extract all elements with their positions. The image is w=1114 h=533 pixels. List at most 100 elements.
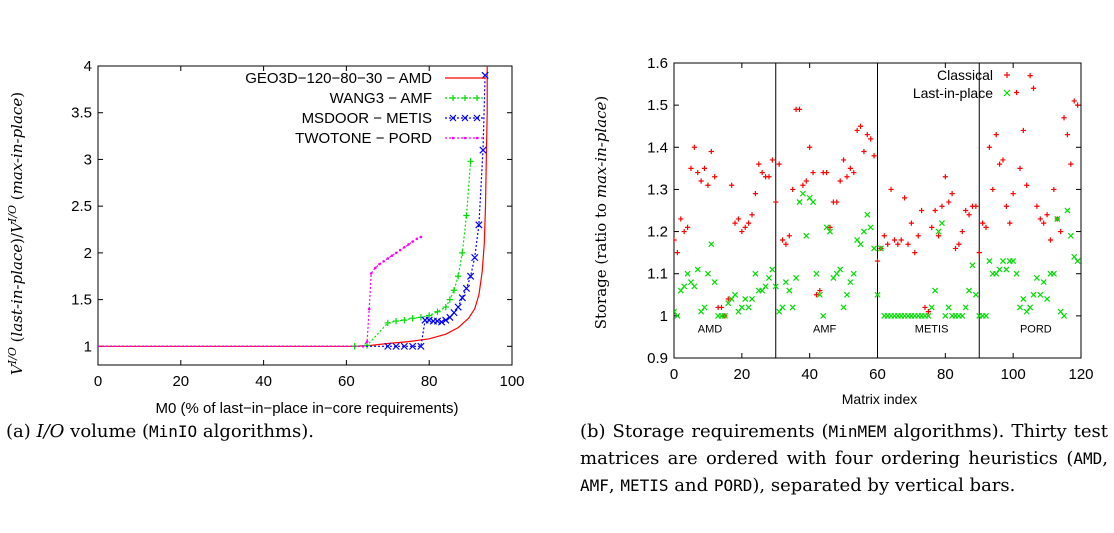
chart-b-data-point	[962, 304, 969, 311]
chart-b-data-point	[956, 241, 962, 247]
chart-b-data-point	[813, 270, 820, 277]
chart-b-data-point	[684, 224, 691, 230]
chart-b-data-point	[1003, 203, 1009, 209]
caption-b-tag: (b) Storage requirements (	[580, 421, 829, 442]
chart-b-data-point	[1000, 157, 1006, 163]
chart-a-data-point	[384, 319, 391, 327]
chart-b-y-axis-label-part: )	[592, 96, 610, 102]
caption-b-sep1: ,	[1102, 448, 1108, 469]
chart-b-data-point	[742, 224, 748, 230]
chart-a-y-axis-label-part: (	[8, 337, 26, 348]
chart-b-x-tick-label: 40	[801, 366, 818, 383]
chart-b-data-point	[752, 191, 758, 197]
chart-b-x-axis-label: Matrix index	[842, 391, 917, 407]
chart-b-data-point	[928, 304, 935, 311]
chart-b-data-point	[932, 287, 939, 294]
chart-b-x-tick-label: 0	[670, 366, 678, 383]
chart-a-y-tick-label: 1.5	[71, 292, 92, 309]
chart-b-data-point	[857, 123, 864, 129]
chart-b-data-point	[939, 203, 945, 209]
chart-b-data-point	[843, 291, 850, 298]
chart-b-data-point	[1030, 85, 1037, 91]
chart-b-group-label: AMD	[698, 324, 723, 336]
chart-a-x-tick-label: 20	[172, 373, 189, 390]
chart-b-data-point	[776, 161, 782, 167]
chart-b-data-point	[698, 178, 704, 184]
chart-b-data-point	[1013, 89, 1020, 96]
chart-b-data-point	[721, 312, 728, 319]
chart-b-data-point	[725, 296, 731, 302]
chart-b-group-label: METIS	[915, 324, 949, 336]
chart-b-data-point	[840, 157, 847, 163]
chart-b-x-tick-label: 120	[1068, 366, 1093, 383]
chart-b-data-point	[925, 312, 932, 319]
chart-b-group-label: PORD	[1020, 324, 1052, 336]
chart-b-data-point	[735, 216, 742, 222]
chart-b-data-point	[1037, 216, 1043, 222]
chart-b-data-point	[1024, 182, 1030, 188]
chart-b-data-point	[966, 212, 972, 218]
chart-b-data-point	[946, 199, 952, 205]
chart-b-data-point	[708, 148, 714, 155]
caption-a-minio: MinIO	[148, 422, 198, 441]
chart-a-data-point	[384, 342, 392, 350]
chart-a-data-point	[409, 342, 417, 350]
chart-a-y-axis-label-part: max-in-place	[8, 98, 26, 195]
chart-b-data-point	[783, 241, 789, 247]
chart-b-y-axis-label-part: Storage (ratio to	[592, 198, 610, 329]
chart-b-data-point	[1016, 304, 1023, 311]
chart-b-data-point	[708, 241, 715, 248]
chart-b-data-point	[868, 136, 874, 142]
caption-b: (b) Storage requirements (MinMEM algorit…	[580, 418, 1108, 499]
chart-b-data-point	[844, 174, 850, 180]
chart-a-legend-marker	[475, 136, 479, 140]
chart-b-y-tick-label: 0.9	[647, 350, 668, 367]
chart-a-series-group	[98, 66, 489, 350]
chart-b-y-tick-label: 1.1	[647, 266, 668, 283]
chart-b-data-point	[847, 165, 853, 171]
chart-a-data-point	[417, 342, 425, 350]
chart-b-data-point	[674, 312, 681, 319]
chart-b-data-point	[749, 212, 755, 218]
chart-a-data-point	[398, 248, 402, 252]
chart-a-legend-label: GEO3D−120−80−30 − AMD	[245, 70, 432, 87]
chart-a-data-point	[369, 272, 373, 275]
chart-a-y-axis-label-part: (	[8, 194, 26, 205]
chart-b-data-point	[816, 291, 823, 298]
chart-b-data-point	[986, 144, 993, 150]
chart-a-data-point	[411, 240, 414, 243]
caption-a: (a) I/O volume (MinIO algorithms).	[6, 418, 466, 445]
chart-a-data-point	[417, 314, 425, 321]
chart-b-data-point	[905, 241, 911, 247]
chart-b-data-point	[1007, 220, 1013, 226]
chart-b-data-point	[1050, 270, 1057, 277]
chart-a-y-axis-label-part: )	[8, 92, 26, 98]
chart-b-data-point	[885, 241, 891, 247]
chart-a-data-point	[462, 284, 471, 293]
chart-b-data-point	[983, 224, 989, 230]
chart-b-legend-label: Last-in-place	[913, 85, 993, 101]
chart-a-x-tick-label: 60	[338, 373, 355, 390]
chart-b-data-point	[952, 245, 959, 252]
chart-b-data-point	[1071, 98, 1077, 104]
chart-b-data-point	[718, 304, 725, 311]
chart-a-legend-marker	[473, 114, 481, 122]
chart-b-data-point	[959, 312, 966, 319]
chart-b-data-point	[766, 174, 772, 180]
chart-b-y-axis-label: Storage (ratio to max-in-place)	[592, 96, 610, 330]
chart-a-data-point	[392, 317, 400, 325]
chart-b-data-point	[1074, 258, 1081, 265]
chart-b-data-point	[1040, 279, 1047, 286]
chart-a-legend-marker	[449, 114, 457, 122]
caption-b-metis: METIS	[620, 476, 669, 495]
chart-b-data-point	[983, 312, 990, 319]
chart-b-data-point	[826, 228, 834, 235]
chart-a-x-tick-label: 0	[94, 373, 102, 390]
caption-b-sep3: and	[668, 475, 714, 496]
chart-b-data-point	[1068, 161, 1074, 167]
chart-b-data-point	[793, 274, 800, 281]
caption-b-minmem: MinMEM	[828, 422, 887, 441]
chart-b-data-point	[691, 283, 698, 290]
chart-a-data-point	[450, 309, 458, 317]
chart-a-legend-marker	[451, 136, 455, 140]
